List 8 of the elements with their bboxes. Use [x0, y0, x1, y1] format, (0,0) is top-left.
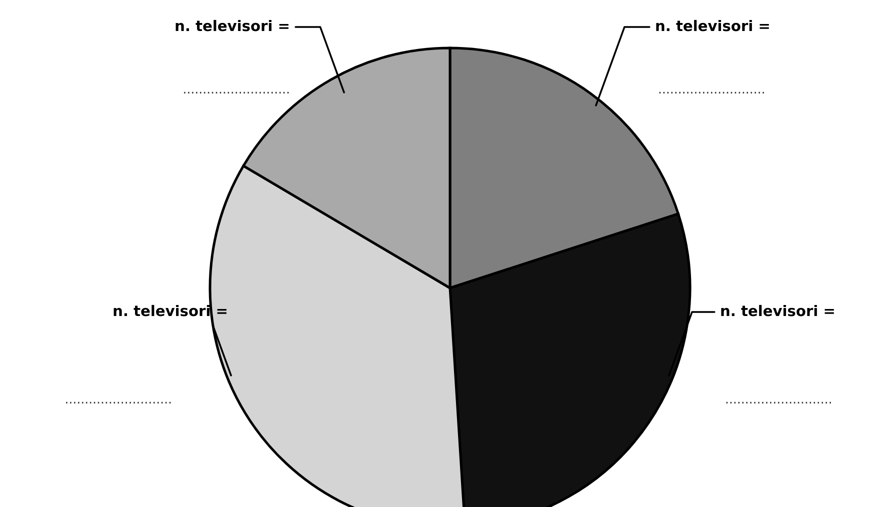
- slice-label: n. televisori =: [114, 304, 226, 316]
- text: ...........................: [184, 92, 289, 94]
- slice-label: n. televisori =: [721, 304, 834, 316]
- text: ...........................: [659, 92, 764, 94]
- slice-label: n. televisori =: [656, 20, 769, 32]
- slice-label: n. televisori =: [176, 20, 288, 32]
- text: ...........................: [66, 402, 171, 404]
- text: ...........................: [726, 402, 831, 404]
